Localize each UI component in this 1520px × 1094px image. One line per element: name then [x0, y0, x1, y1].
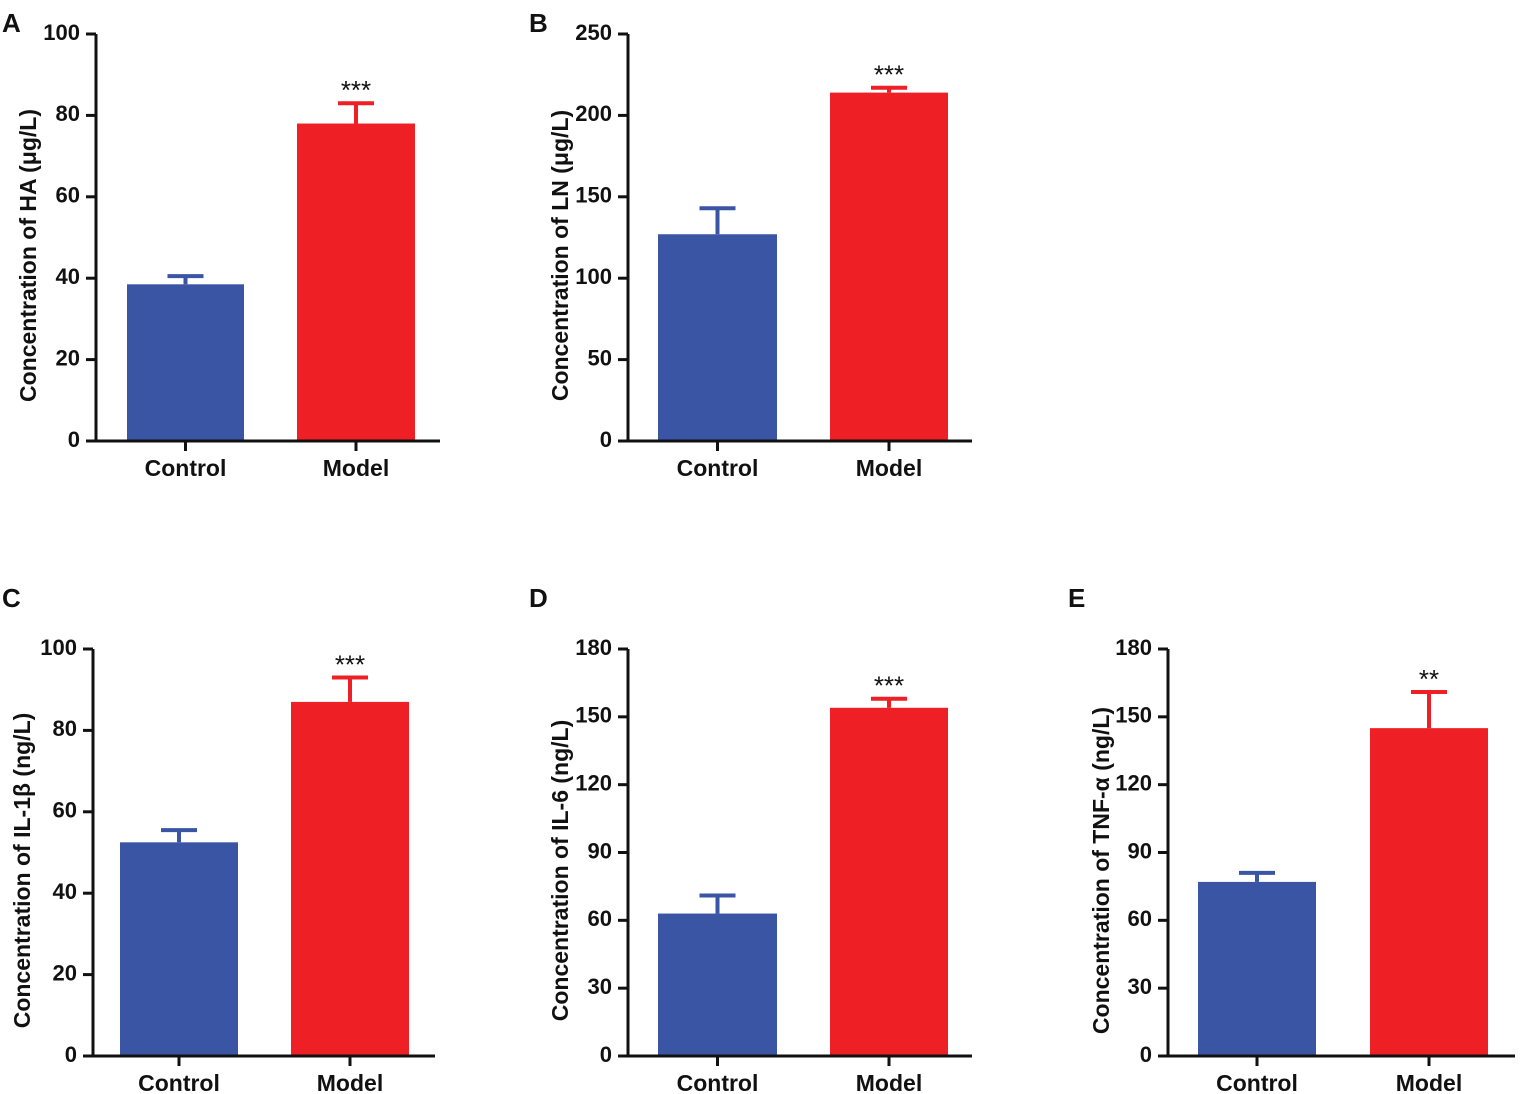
bar-model — [297, 123, 415, 441]
category-label-control: Control — [138, 1070, 220, 1094]
error-bar-control — [1239, 870, 1275, 882]
category-label-model: Model — [856, 1070, 922, 1094]
error-bar-control — [161, 828, 197, 843]
y-tick-label: 80 — [56, 101, 80, 126]
y-tick-label: 0 — [65, 1042, 77, 1067]
y-tick-label: 30 — [588, 974, 612, 999]
bar-model — [830, 92, 948, 441]
y-tick-label: 200 — [575, 101, 612, 126]
category-label-model: Model — [323, 455, 389, 481]
panel-letter: B — [529, 8, 548, 38]
significance-label: ** — [1419, 664, 1439, 694]
bar-model — [830, 707, 948, 1056]
y-tick-label: 40 — [53, 879, 77, 904]
y-axis-label: Concentration of IL-6 (ng/L) — [547, 720, 573, 1022]
y-tick-label: 50 — [588, 345, 612, 370]
y-tick-label: 60 — [588, 906, 612, 931]
panel-a: A Control *** Model 0 20 40 60 80 100 Concentratio… — [2, 8, 440, 481]
panel-letter: D — [529, 583, 548, 613]
y-axis-label: Concentration of LN (μg/L) — [547, 110, 573, 401]
panel-e: E Control ** Model 0 30 60 90 120 150 180 Concentra… — [1068, 583, 1515, 1094]
y-tick-label: 60 — [56, 183, 80, 208]
y-tick-label: 150 — [1115, 703, 1152, 728]
y-axis-label: Concentration of IL-1β (ng/L) — [9, 713, 35, 1029]
significance-label: *** — [341, 75, 371, 105]
error-bar-control — [699, 206, 736, 235]
significance-label: *** — [874, 671, 904, 701]
category-label-control: Control — [677, 455, 759, 481]
bar-control — [1198, 881, 1316, 1056]
error-bar-control — [167, 274, 204, 285]
y-tick-label: 180 — [575, 635, 612, 660]
significance-label: *** — [335, 649, 365, 679]
bar-control — [658, 234, 777, 441]
error-bar-model — [871, 85, 907, 93]
category-label-control: Control — [1216, 1070, 1298, 1094]
y-tick-label: 120 — [1115, 770, 1152, 795]
y-tick-label: 150 — [575, 703, 612, 728]
y-tick-label: 20 — [56, 345, 80, 370]
error-bar-model — [332, 675, 368, 702]
y-tick-label: 0 — [600, 1042, 612, 1067]
bar-model — [291, 701, 409, 1056]
y-tick-label: 90 — [1128, 838, 1152, 863]
panel-letter: C — [2, 583, 21, 613]
y-axis-label: Concentration of TNF-α (ng/L) — [1088, 707, 1114, 1034]
bar-control — [127, 284, 244, 441]
panel-letter: E — [1068, 583, 1085, 613]
y-tick-label: 250 — [575, 20, 612, 45]
category-label-control: Control — [677, 1070, 759, 1094]
y-tick-label: 60 — [1128, 906, 1152, 931]
y-tick-label: 40 — [56, 264, 80, 289]
y-tick-label: 150 — [575, 183, 612, 208]
panel-b: B Control *** Model 0 50 100 150 200 250 Concentra… — [529, 8, 972, 481]
y-tick-label: 100 — [43, 20, 80, 45]
category-label-model: Model — [1396, 1070, 1462, 1094]
y-tick-label: 100 — [575, 264, 612, 289]
y-tick-label: 20 — [53, 960, 77, 985]
y-tick-label: 90 — [588, 838, 612, 863]
y-tick-label: 60 — [53, 798, 77, 823]
significance-label: *** — [874, 60, 904, 90]
y-tick-label: 0 — [600, 427, 612, 452]
y-tick-label: 120 — [575, 770, 612, 795]
y-tick-label: 30 — [1128, 974, 1152, 999]
category-label-model: Model — [856, 455, 922, 481]
error-bar-model — [1411, 689, 1447, 729]
bar-model — [1370, 728, 1488, 1056]
bar-control — [120, 842, 238, 1056]
y-tick-label: 100 — [40, 635, 77, 660]
y-axis-label: Concentration of HA (μg/L) — [15, 109, 41, 402]
error-bar-model — [338, 101, 374, 124]
y-tick-label: 0 — [1140, 1042, 1152, 1067]
category-label-model: Model — [317, 1070, 383, 1094]
bar-control — [658, 913, 777, 1056]
error-bar-control — [699, 893, 736, 914]
y-tick-label: 80 — [53, 716, 77, 741]
panel-d: D Control *** Model 0 30 60 90 120 150 180 Concentr… — [529, 583, 972, 1094]
panel-c: C Control *** Model 0 20 40 60 80 100 Concentratio… — [2, 583, 435, 1094]
y-tick-label: 180 — [1115, 635, 1152, 660]
panel-letter: A — [2, 8, 21, 38]
error-bar-model — [871, 696, 907, 708]
y-tick-label: 0 — [68, 427, 80, 452]
category-label-control: Control — [145, 455, 227, 481]
